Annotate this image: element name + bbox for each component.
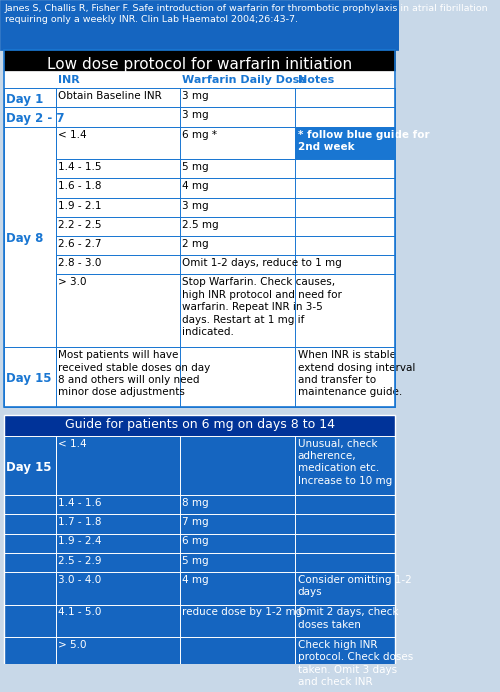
Text: Day 15: Day 15: [6, 372, 52, 385]
Text: Most patients will have
received stable doses on day
8 and others will only need: Most patients will have received stable …: [58, 350, 210, 397]
Text: Notes: Notes: [298, 75, 334, 85]
Text: Consider omitting 1-2
days: Consider omitting 1-2 days: [298, 575, 412, 597]
Bar: [4, 89, 56, 107]
Text: Low dose protocol for warfarin initiation: Low dose protocol for warfarin initiatio…: [47, 57, 352, 71]
Text: Warfarin Daily Dose: Warfarin Daily Dose: [182, 75, 307, 85]
Text: 1.6 - 1.8: 1.6 - 1.8: [58, 181, 102, 192]
Bar: [4, 71, 395, 89]
Bar: [4, 127, 395, 159]
Bar: [4, 50, 395, 71]
Text: 2.8 - 3.0: 2.8 - 3.0: [58, 258, 102, 268]
Text: 5 mg: 5 mg: [182, 162, 208, 172]
Text: 2 mg: 2 mg: [182, 239, 208, 249]
Text: 4 mg: 4 mg: [182, 575, 208, 585]
Text: Janes S, Challis R, Fisher F. Safe introduction of warfarin for thrombotic proph: Janes S, Challis R, Fisher F. Safe intro…: [5, 4, 488, 24]
Bar: [4, 127, 56, 347]
Bar: [296, 127, 395, 159]
Text: Omit 1-2 days, reduce to 1 mg: Omit 1-2 days, reduce to 1 mg: [182, 258, 342, 268]
Text: 2.5 mg: 2.5 mg: [182, 220, 218, 230]
Text: 2.6 - 2.7: 2.6 - 2.7: [58, 239, 102, 249]
Bar: [4, 50, 395, 407]
Text: Day 8: Day 8: [6, 233, 44, 245]
Text: 1.7 - 1.8: 1.7 - 1.8: [58, 517, 102, 527]
Text: 5 mg: 5 mg: [182, 556, 208, 565]
Bar: [4, 415, 395, 692]
Bar: [4, 107, 56, 127]
Text: > 3.0: > 3.0: [58, 277, 87, 287]
Text: 8 mg: 8 mg: [182, 498, 208, 508]
Text: 3.0 - 4.0: 3.0 - 4.0: [58, 575, 102, 585]
Bar: [4, 415, 395, 692]
Bar: [4, 275, 395, 347]
Text: 1.9 - 2.1: 1.9 - 2.1: [58, 201, 102, 210]
Bar: [4, 179, 395, 198]
Text: 4.1 - 5.0: 4.1 - 5.0: [58, 608, 102, 617]
Text: Unusual, check
adherence,
medication etc.
Increase to 10 mg: Unusual, check adherence, medication etc…: [298, 439, 392, 486]
Text: Stop Warfarin. Check causes,
high INR protocol and need for
warfarin. Repeat INR: Stop Warfarin. Check causes, high INR pr…: [182, 277, 342, 337]
Bar: [4, 347, 395, 407]
Text: Day 2 - 7: Day 2 - 7: [6, 112, 65, 125]
Text: 4 mg: 4 mg: [182, 181, 208, 192]
Text: 1.9 - 2.4: 1.9 - 2.4: [58, 536, 102, 547]
Bar: [4, 107, 395, 127]
Text: Day 1: Day 1: [6, 93, 44, 106]
Text: 1.4 - 1.6: 1.4 - 1.6: [58, 498, 102, 508]
Text: < 1.4: < 1.4: [58, 439, 87, 448]
Bar: [0, 0, 399, 50]
Text: 1.4 - 1.5: 1.4 - 1.5: [58, 162, 102, 172]
Text: 3 mg: 3 mg: [182, 201, 208, 210]
Text: Guide for patients on 6 mg on days 8 to 14: Guide for patients on 6 mg on days 8 to …: [64, 419, 334, 431]
Text: INR: INR: [58, 75, 80, 85]
Text: Obtain Baseline INR: Obtain Baseline INR: [58, 91, 162, 101]
Text: * follow blue guide for
2nd week: * follow blue guide for 2nd week: [298, 129, 430, 152]
Text: reduce dose by 1-2 mg: reduce dose by 1-2 mg: [182, 608, 302, 617]
Bar: [4, 347, 56, 407]
Text: 2.2 - 2.5: 2.2 - 2.5: [58, 220, 102, 230]
Bar: [4, 198, 395, 217]
Bar: [4, 217, 395, 236]
Text: > 5.0: > 5.0: [58, 640, 87, 650]
Text: 6 mg *: 6 mg *: [182, 129, 217, 140]
Bar: [4, 236, 395, 255]
Bar: [4, 89, 395, 107]
Bar: [4, 415, 395, 436]
Bar: [4, 159, 395, 179]
Text: 3 mg: 3 mg: [182, 91, 208, 101]
Text: 2.5 - 2.9: 2.5 - 2.9: [58, 556, 102, 565]
Text: 3 mg: 3 mg: [182, 110, 208, 120]
Text: 6 mg: 6 mg: [182, 536, 208, 547]
Text: Omit 2 days, check
doses taken: Omit 2 days, check doses taken: [298, 608, 398, 630]
Text: Day 15: Day 15: [6, 461, 52, 473]
Text: < 1.4: < 1.4: [58, 129, 87, 140]
Text: Check high INR
protocol. Check doses
taken. Omit 3 days
and check INR: Check high INR protocol. Check doses tak…: [298, 640, 413, 687]
Text: When INR is stable
extend dosing interval
and transfer to
maintenance guide.: When INR is stable extend dosing interva…: [298, 350, 415, 397]
Text: 7 mg: 7 mg: [182, 517, 208, 527]
Bar: [4, 255, 395, 275]
